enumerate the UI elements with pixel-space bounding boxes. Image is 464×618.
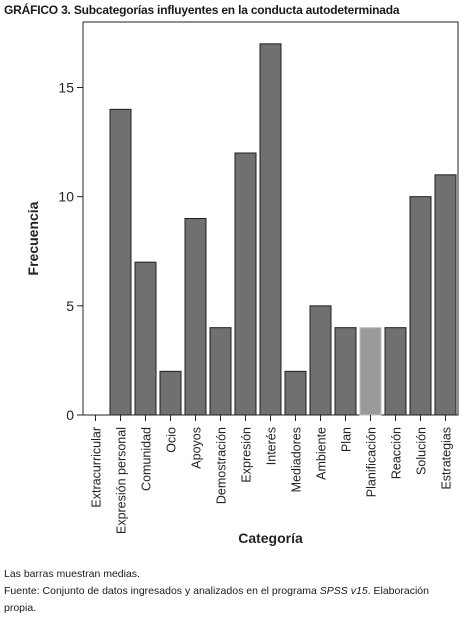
y-tick-label: 10 [58,189,74,205]
x-tick-label: Interés [265,427,279,465]
x-tick-label: Ocio [165,427,179,453]
x-tick-label: Planificación [365,427,379,497]
bar [184,218,207,416]
bar [409,196,432,416]
bar [209,327,232,416]
x-tick-label: Expresión [240,427,254,483]
x-tick-label: Estrategias [440,427,454,490]
note-source-software: SPSS v15 [319,585,368,597]
bar [359,327,382,416]
note-source-prefix: Fuente: Conjunto de datos ingresados y a… [4,585,320,597]
chart-notes: Las barras muestran medias. Fuente: Conj… [4,566,462,617]
y-axis-label: Frecuencia [25,201,41,275]
bar [234,152,257,416]
bar [159,370,182,416]
x-tick-label: Demostración [215,427,229,504]
chart-title: GRÁFICO 3. Subcategorías influyentes en … [4,3,400,17]
bar [259,43,282,416]
x-tick-label: Solución [415,427,429,475]
bar [334,327,357,416]
bar [109,108,132,416]
bar [384,327,407,416]
bar [434,174,457,416]
note-source: Fuente: Conjunto de datos ingresados y a… [4,583,462,617]
x-tick-label: Plan [340,427,354,452]
bar [309,305,332,416]
x-tick-label: Expresión personal [115,427,129,534]
y-tick-label: 15 [58,80,74,96]
y-tick-label: 0 [66,407,74,423]
x-tick-label: Apoyos [190,427,204,469]
x-tick-label: Reacción [390,427,404,479]
bar [284,370,307,416]
x-tick-label: Mediadores [290,427,304,492]
note-bars-means: Las barras muestran medias. [4,568,140,580]
x-tick-label: Comunidad [140,427,154,491]
y-tick-label: 5 [66,298,74,314]
x-tick-label: Extracurricular [90,427,104,508]
bar [134,261,157,416]
x-tick-label: Ambiente [315,427,329,480]
chart-title-text: Subcategorías influyentes en la conducta… [73,3,400,17]
bar-chart: 0 5 10 15 Extracurricular Expresión personal C… [25,21,459,546]
note-source-suffix: . Elaboración propia. [4,585,429,614]
x-axis-label: Categoría [238,530,303,546]
chart-title-label: GRÁFICO 3. [4,3,71,17]
